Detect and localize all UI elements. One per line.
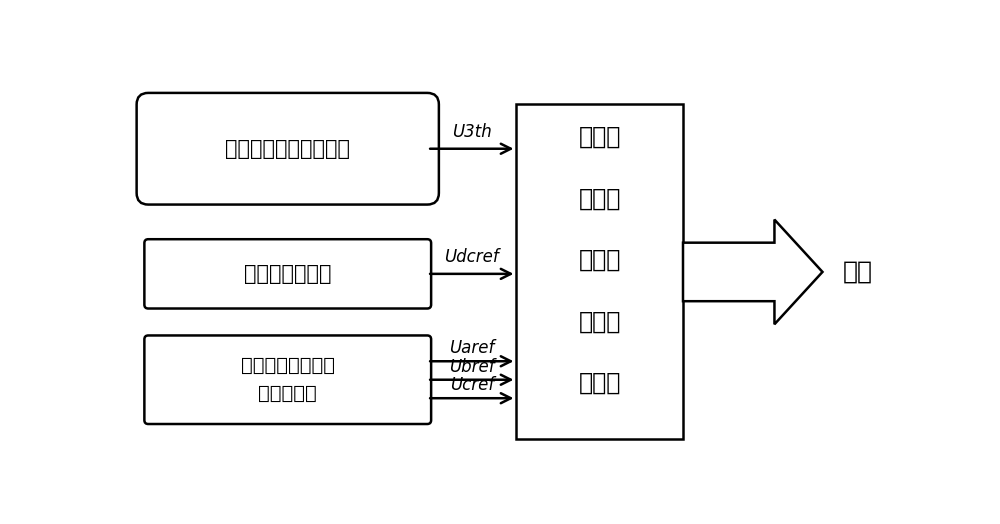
FancyBboxPatch shape	[137, 93, 439, 204]
FancyBboxPatch shape	[144, 239, 431, 309]
Text: 号下发: 号下发	[578, 371, 621, 395]
Polygon shape	[683, 220, 822, 324]
Text: 驱动信: 驱动信	[578, 310, 621, 334]
Text: 考电压: 考电压	[578, 187, 621, 211]
Text: 桥臂参: 桥臂参	[578, 125, 621, 149]
Text: 生成最优三次谐波电压: 生成最优三次谐波电压	[225, 139, 350, 159]
Text: 桥臂: 桥臂	[842, 260, 872, 284]
Text: Udcref: Udcref	[444, 248, 499, 266]
Text: 生成与: 生成与	[578, 248, 621, 272]
Text: 闭环控制产生的三: 闭环控制产生的三	[241, 356, 335, 375]
Text: 相参考电压: 相参考电压	[258, 384, 317, 403]
FancyBboxPatch shape	[144, 335, 431, 424]
Text: U3th: U3th	[452, 123, 492, 141]
Text: Ucref: Ucref	[450, 376, 494, 395]
Bar	[516, 104, 683, 440]
Text: 直流电压参考值: 直流电压参考值	[244, 264, 332, 284]
Text: Ubref: Ubref	[449, 358, 495, 376]
Text: Uaref: Uaref	[449, 340, 494, 357]
